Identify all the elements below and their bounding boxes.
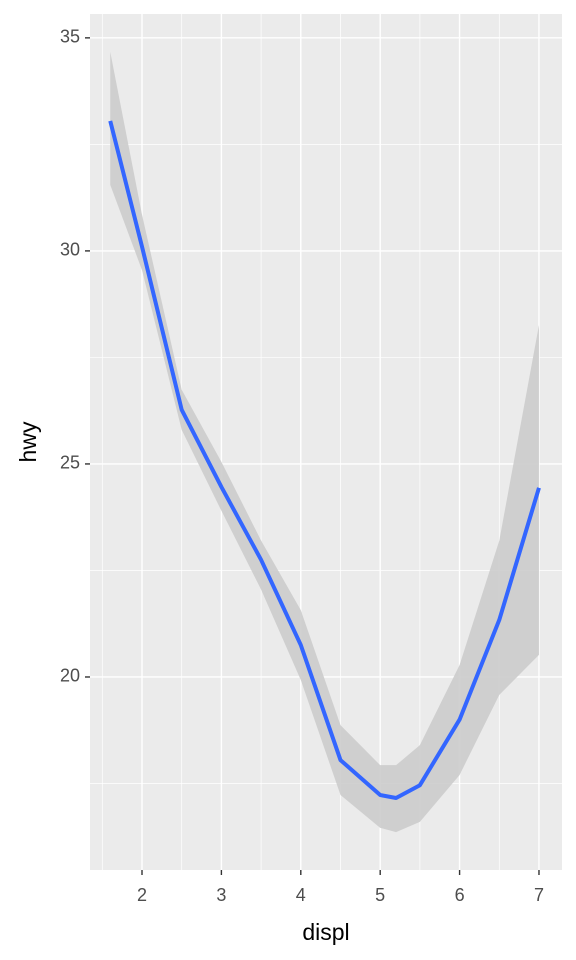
x-tick-label: 7: [534, 885, 544, 905]
y-tick-label: 25: [60, 453, 80, 473]
x-tick-label: 6: [455, 885, 465, 905]
y-tick-label: 30: [60, 240, 80, 260]
confidence-band: [110, 51, 539, 833]
x-tick-label: 4: [296, 885, 306, 905]
y-tick-label: 20: [60, 666, 80, 686]
y-tick-label: 35: [60, 27, 80, 47]
y-axis-title: hwy: [15, 421, 41, 462]
x-axis-title: displ: [302, 919, 349, 945]
x-tick-label: 2: [137, 885, 147, 905]
smooth-line: [108, 120, 541, 800]
x-tick-label: 5: [375, 885, 385, 905]
x-tick-label: 3: [216, 885, 226, 905]
